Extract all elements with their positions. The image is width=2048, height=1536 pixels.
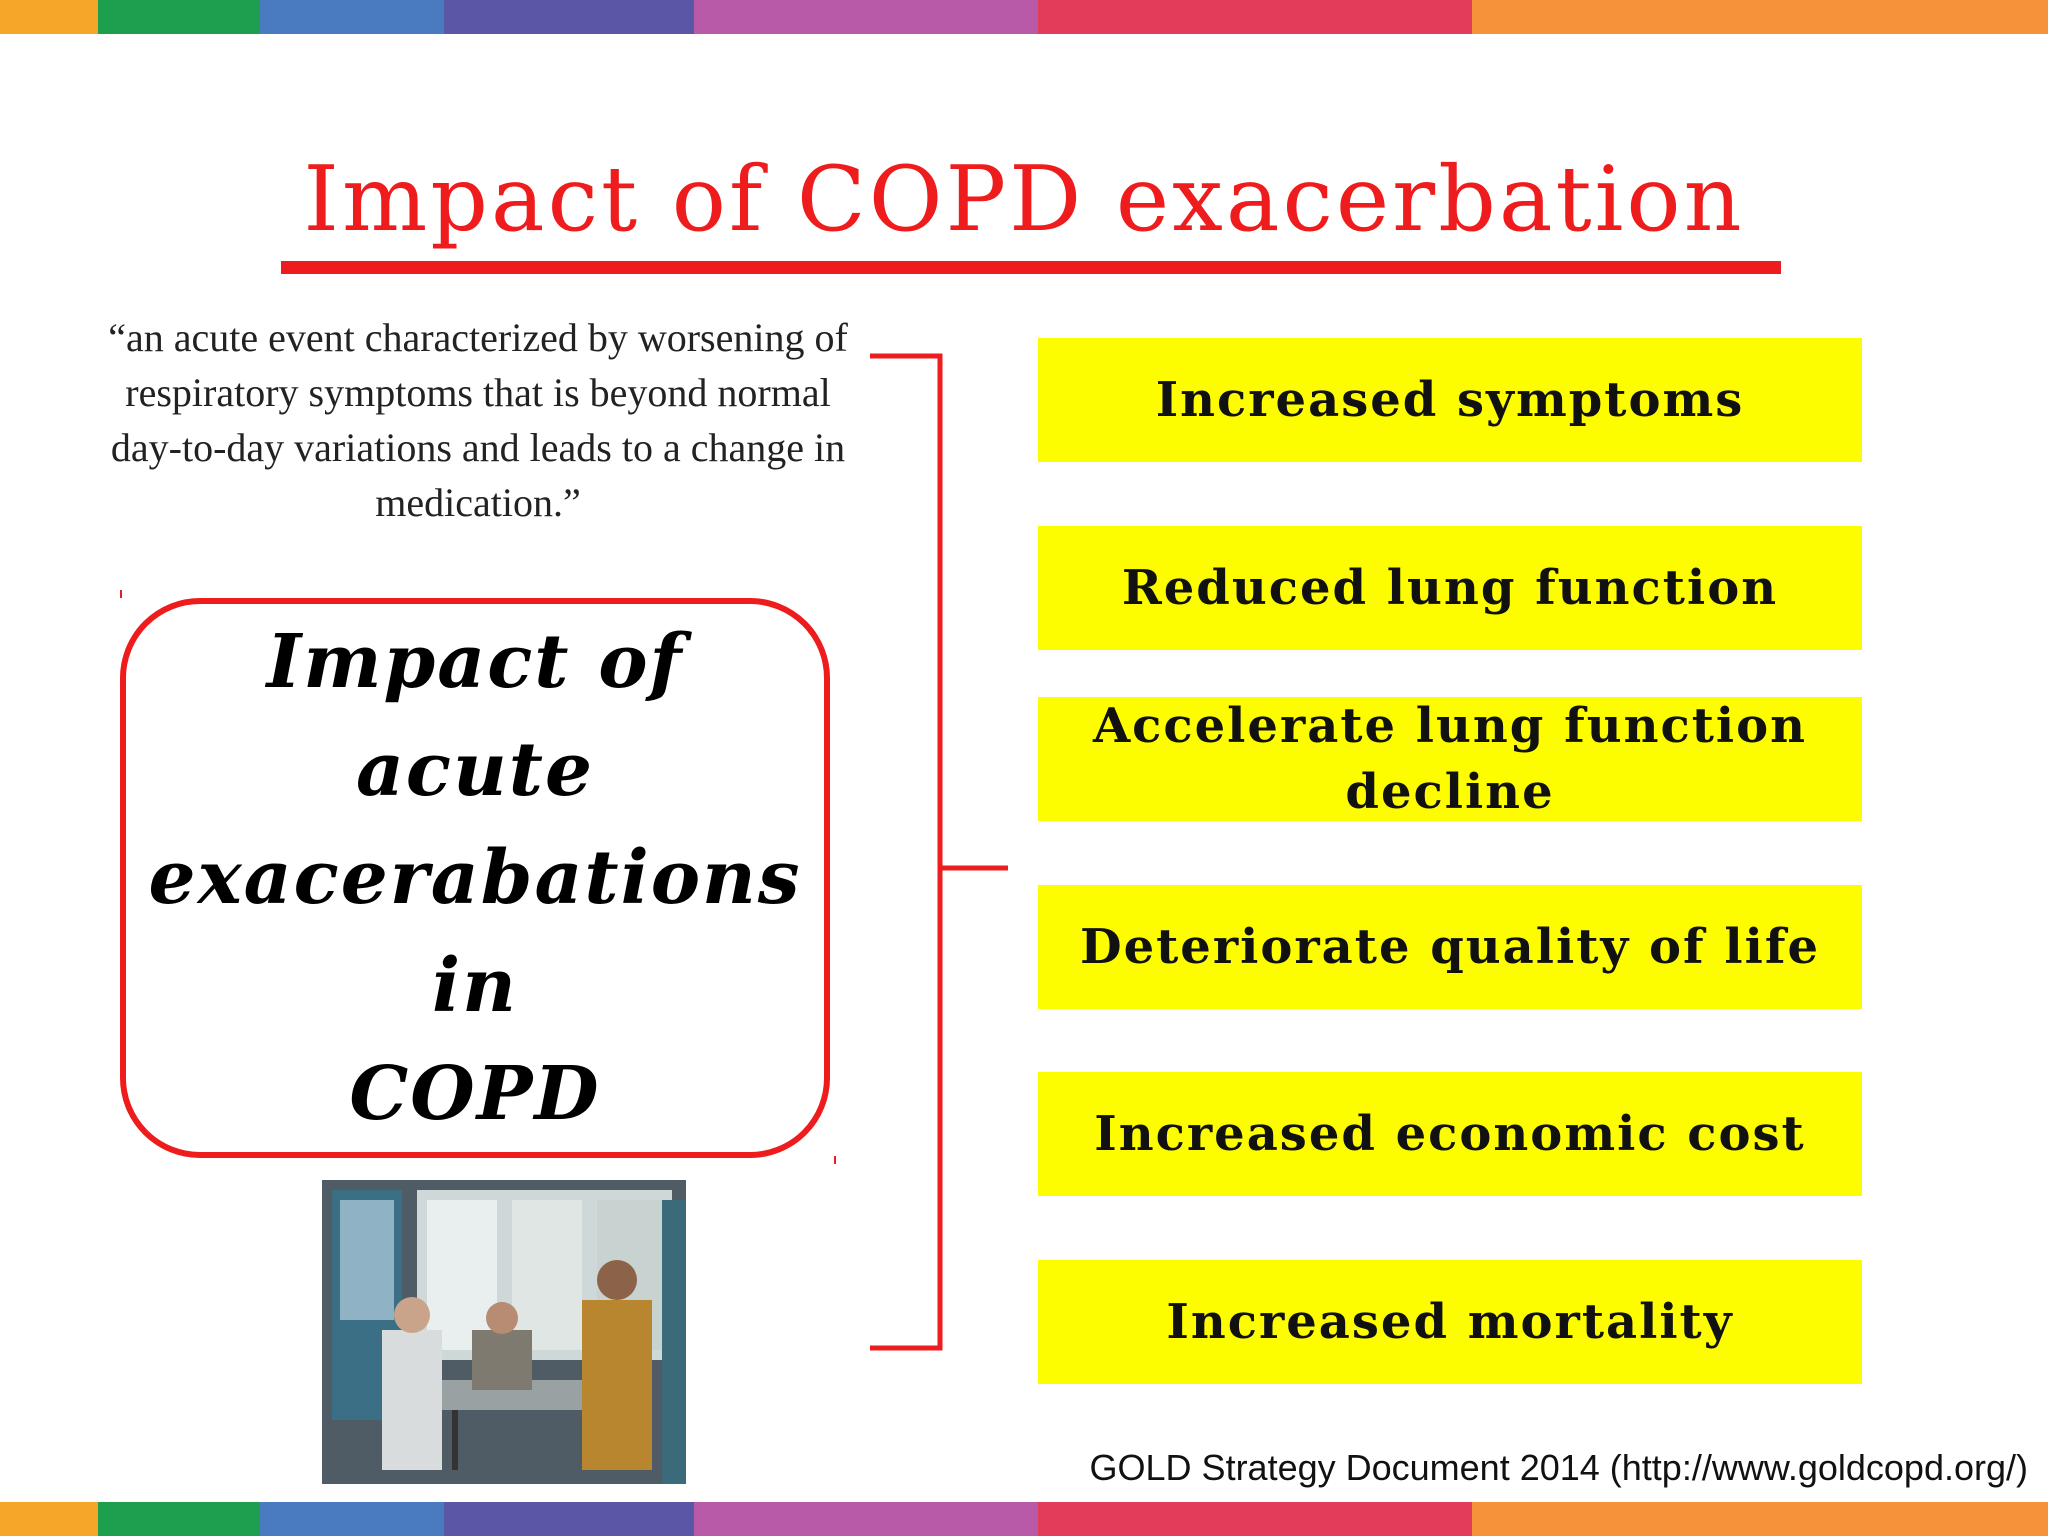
impact-box-line: exacerabations in bbox=[148, 835, 802, 1029]
box-corner-tick bbox=[120, 590, 122, 598]
impact-box: Impact of acute exacerabations in COPD bbox=[120, 598, 830, 1158]
impact-item-increased-symptoms: Increased symptoms bbox=[1038, 338, 1862, 462]
impact-item-economic-cost: Increased economic cost bbox=[1038, 1072, 1862, 1196]
top-color-stripe bbox=[0, 0, 2048, 34]
impact-box-line: acute bbox=[355, 727, 595, 813]
hospital-scene-photo bbox=[322, 1180, 686, 1484]
impact-item-accelerated-decline: Accelerate lung function decline bbox=[1038, 697, 1862, 821]
connector-bracket bbox=[870, 353, 1008, 1351]
impact-box-line: COPD bbox=[349, 1051, 601, 1137]
title-underline bbox=[281, 261, 1781, 274]
source-citation: GOLD Strategy Document 2014 (http://www.… bbox=[1089, 1447, 2028, 1488]
impact-item-reduced-lung-function: Reduced lung function bbox=[1038, 526, 1862, 650]
definition-quote: “an acute event characterized by worseni… bbox=[108, 315, 848, 525]
impact-item-quality-of-life: Deteriorate quality of life bbox=[1038, 885, 1862, 1009]
impact-item-mortality: Increased mortality bbox=[1038, 1260, 1862, 1384]
impact-box-text: Impact of acute exacerabations in COPD bbox=[135, 608, 815, 1148]
impact-box-line: Impact of bbox=[266, 619, 684, 705]
box-corner-tick bbox=[834, 1156, 836, 1164]
slide-title: Impact of COPD exacerbation bbox=[303, 147, 1745, 252]
bottom-color-stripe bbox=[0, 1502, 2048, 1536]
